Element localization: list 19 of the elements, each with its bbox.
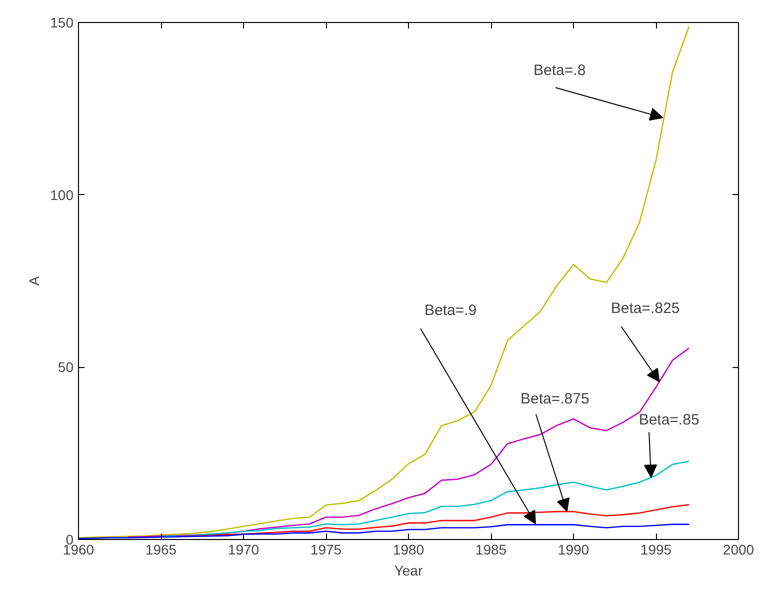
- annotation: Beta=.85: [638, 412, 700, 429]
- y-tick-label: 100: [50, 186, 74, 203]
- annotation: Beta=.825: [610, 300, 680, 318]
- y-axis-title: A: [26, 276, 42, 286]
- x-tick-label: 1990: [558, 542, 590, 558]
- x-tick-label: 1970: [228, 542, 260, 558]
- x-tick-label: 2000: [722, 542, 754, 558]
- y-tick-label: 50: [58, 359, 74, 376]
- x-tick-label: 1995: [640, 542, 672, 558]
- x-axis-title: Year: [394, 562, 423, 578]
- x-tick-label: 1975: [310, 542, 342, 558]
- annotation: Beta=.875: [520, 390, 590, 408]
- line-series: [160, 460, 690, 538]
- annotation: Beta=.9: [424, 302, 477, 320]
- annotation: Beta=.8: [534, 62, 586, 80]
- x-tick-label: 1980: [392, 542, 424, 558]
- x-tick-label: 1965: [145, 542, 177, 558]
- y-tick-label: 150: [50, 14, 74, 30]
- x-tick-label: 1985: [475, 542, 507, 558]
